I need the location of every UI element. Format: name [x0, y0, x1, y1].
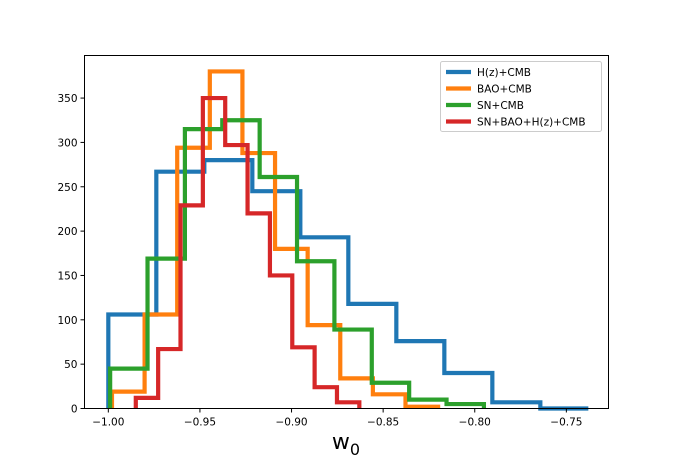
x-axis: −1.00 −0.95 −0.90 −0.85 −0.80 −0.75 [92, 408, 582, 429]
x-tick-label: −0.85 [367, 417, 399, 429]
x-tick-label: −0.75 [550, 417, 582, 429]
y-tick-label: 50 [64, 359, 77, 371]
y-tick-label: 150 [57, 270, 77, 282]
series-0-histogram [106, 158, 589, 411]
y-tick-label: 100 [57, 315, 77, 327]
legend-label: SN+CMB [477, 100, 524, 112]
legend-label: H(z)+CMB [477, 67, 531, 79]
x-tick-label: −0.90 [275, 417, 307, 429]
series-1-histogram [109, 69, 441, 409]
legend-label: SN+BAO+H(z)+CMB [477, 117, 586, 129]
y-tick-label: 200 [57, 226, 77, 238]
legend-frame [440, 61, 602, 132]
plot-frame [84, 55, 609, 409]
y-axis: 0 50 100 150 200 250 300 350 [57, 93, 85, 416]
y-tick-label: 300 [57, 137, 77, 149]
legend-label: BAO+CMB [477, 84, 532, 96]
x-tick-label: −0.95 [184, 417, 216, 429]
y-tick-label: 250 [57, 182, 77, 194]
y-tick-label: 350 [57, 93, 77, 105]
series-2-histogram [108, 118, 487, 409]
x-axis-label: w0 [332, 430, 360, 459]
legend: H(z)+CMB BAO+CMB SN+CMB SN+BAO+H(z)+CMB [440, 61, 602, 132]
series-3-histogram [133, 95, 362, 409]
y-tick-label: 0 [71, 404, 78, 416]
x-tick-label: −0.80 [459, 417, 491, 429]
series-layer [106, 69, 589, 411]
x-tick-label: −1.00 [92, 417, 124, 429]
